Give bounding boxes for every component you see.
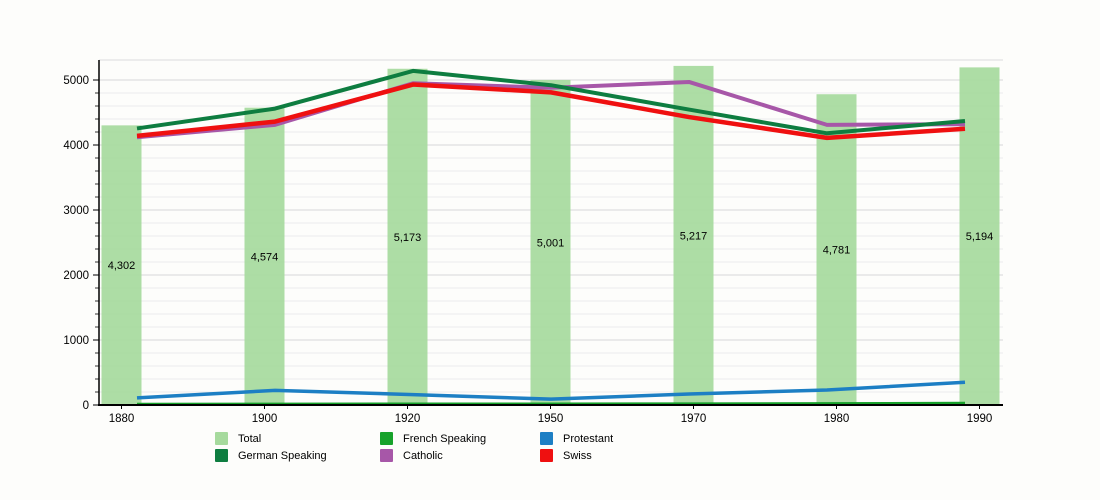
x-tick-label-1990: 1990 xyxy=(967,413,993,425)
bar-value-label-1970: 5,217 xyxy=(680,230,708,242)
bar-total-1970 xyxy=(673,65,714,406)
line-french-speaking xyxy=(136,401,966,406)
x-tick-label-1980: 1980 xyxy=(824,413,850,425)
bar-value-label-1950: 5,001 xyxy=(537,237,565,249)
series-lines xyxy=(136,68,966,406)
total-bars xyxy=(101,65,1000,406)
bar-total-1950 xyxy=(530,79,571,405)
x-tick-label-1970: 1970 xyxy=(681,413,707,425)
x-tick-label-1920: 1920 xyxy=(395,413,421,425)
y-tick-label-2000: 2000 xyxy=(63,270,89,282)
x-tick-label-1880: 1880 xyxy=(109,413,135,425)
bar-total-1990 xyxy=(959,67,1000,405)
x-tick-label-1900: 1900 xyxy=(252,413,278,425)
bar-value-label-1880: 4,302 xyxy=(108,260,136,272)
y-tick-label-4000: 4000 xyxy=(63,140,89,152)
bar-total-1900 xyxy=(244,107,285,405)
line-swiss xyxy=(136,82,966,141)
line-catholic xyxy=(136,79,966,140)
y-tick-label-0: 0 xyxy=(83,400,89,412)
bar-value-label-1980: 4,781 xyxy=(823,245,851,257)
line-protestant xyxy=(136,380,966,401)
bar-value-label-1900: 4,574 xyxy=(251,251,279,263)
line-german-speaking xyxy=(136,68,966,136)
bar-total-1880 xyxy=(101,125,142,406)
bar-value-labels: 4,302 4,574 5,173 5,001 5,217 4,781 5,194 xyxy=(108,230,994,272)
x-tick-label-1950: 1950 xyxy=(538,413,564,425)
y-tick-label-5000: 5000 xyxy=(63,75,89,87)
axes-and-ticks: 1880 1900 1920 1950 1970 1980 1990 0 1000 2000 300… xyxy=(63,60,1003,425)
y-tick-label-3000: 3000 xyxy=(63,205,89,217)
bar-value-label-1920: 5,173 xyxy=(394,232,422,244)
y-tick-label-1000: 1000 xyxy=(63,335,89,347)
bar-total-1920 xyxy=(387,68,428,405)
bar-total-1980 xyxy=(816,94,857,406)
bar-value-label-1990: 5,194 xyxy=(966,231,994,243)
